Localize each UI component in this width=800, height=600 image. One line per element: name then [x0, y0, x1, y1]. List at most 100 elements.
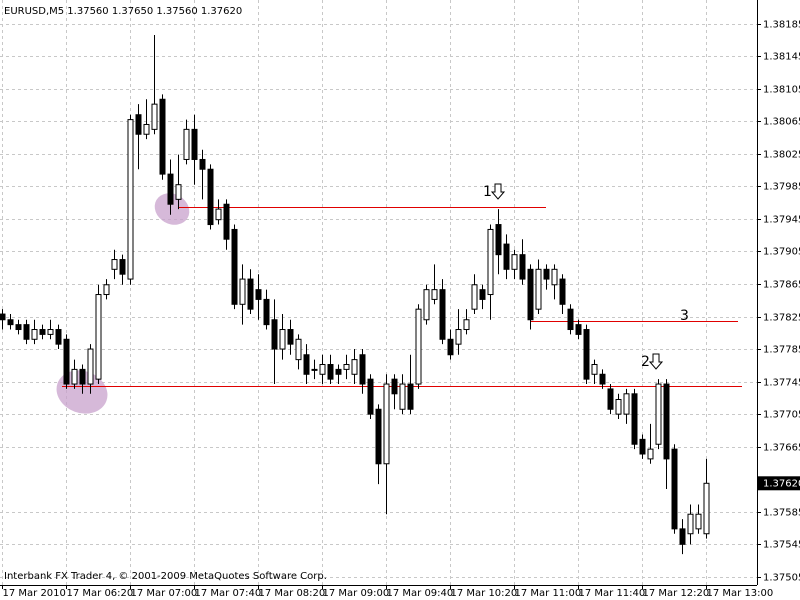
y-tick-label: 1.37785 [763, 345, 800, 356]
chart-title: EURUSD,M5 1.37560 1.37650 1.37560 1.3762… [4, 6, 242, 17]
candle-body [215, 208, 222, 221]
candle-body [23, 324, 30, 340]
candle-body [167, 173, 174, 205]
candle-body [191, 128, 198, 160]
candle-body [703, 482, 710, 535]
candle-body [279, 329, 286, 350]
candle-body [175, 184, 182, 200]
candle-body [463, 319, 470, 331]
candle-body [527, 268, 534, 321]
y-tick-label: 1.37985 [763, 182, 800, 193]
y-tick-label: 1.37545 [763, 540, 800, 551]
candle-body [207, 168, 214, 226]
candle-body [447, 338, 454, 356]
candle-body [135, 114, 142, 135]
candle-body [31, 329, 38, 340]
candle-body [423, 289, 430, 321]
candle-body [535, 268, 542, 310]
candle-body [223, 203, 230, 240]
y-tick-label: 1.37705 [763, 410, 800, 421]
x-tick-label: 17 Mar 13:00 [707, 588, 774, 599]
candle-body [383, 383, 390, 465]
candle-body [127, 119, 134, 280]
candle-body [343, 364, 350, 370]
candle-body [39, 329, 46, 335]
candle-body [695, 513, 702, 530]
candle-body [271, 319, 278, 350]
candle-body [671, 448, 678, 530]
candle-body [687, 513, 694, 535]
annotations: 1 2 3 [483, 183, 689, 370]
y-tick-label: 1.37905 [763, 247, 800, 258]
x-tick-label: 17 Mar 09:00 [323, 588, 390, 599]
candle-body [559, 278, 566, 305]
candle-body [375, 408, 382, 465]
candle-body [647, 448, 654, 460]
candle-body [415, 308, 422, 385]
highlight [154, 193, 190, 225]
candle-body [111, 259, 118, 270]
candle-body [79, 368, 86, 385]
annotation: 2 [641, 354, 650, 370]
candle-body [359, 354, 366, 385]
candle-body [487, 228, 494, 296]
candle-body [503, 243, 510, 270]
candle-body [71, 368, 78, 385]
candle-body [455, 329, 462, 345]
candle-body [583, 329, 590, 380]
candle-body [639, 438, 646, 455]
candle-body [143, 123, 150, 135]
candle-body [231, 228, 238, 305]
candle-body [367, 378, 374, 415]
x-tick-label: 17 Mar 11:40 [579, 588, 646, 599]
candle-body [303, 354, 310, 375]
candle-body [263, 298, 270, 326]
candle-body [255, 289, 262, 300]
candle-body [599, 373, 606, 385]
arrow [648, 353, 664, 370]
candle-body [607, 388, 614, 410]
y-tick-label: 1.38105 [763, 85, 800, 96]
candle-body [7, 319, 14, 326]
candle-body [615, 398, 622, 415]
y-tick-label: 1.38185 [763, 20, 800, 31]
candle-body [567, 308, 574, 331]
y-tick-label: 1.38065 [763, 117, 800, 128]
candle-body [47, 329, 54, 335]
candle-body [95, 294, 102, 380]
x-tick-label: 17 Mar 10:20 [451, 588, 518, 599]
annotation: 1 [483, 184, 492, 200]
x-tick-label: 17 Mar 07:00 [131, 588, 198, 599]
candle-body [623, 393, 630, 415]
candle-body [239, 278, 246, 305]
candle-body [399, 383, 406, 410]
x-tick-label: 17 Mar 08:20 [259, 588, 326, 599]
x-tick-label: 17 Mar 12:20 [643, 588, 710, 599]
candle-body [183, 128, 190, 160]
candle-body [471, 284, 478, 310]
candle-body [431, 289, 438, 300]
candle-body [199, 158, 206, 170]
candle-body [407, 383, 414, 410]
annotation: 3 [680, 308, 689, 324]
candle-body [247, 278, 254, 310]
candle-body [159, 98, 166, 175]
candle-body [439, 289, 446, 340]
y-tick-label: 1.37865 [763, 280, 800, 291]
candle-body [351, 359, 358, 375]
axis-labels: 1.38185 1.38145 1.38105 1.38065 1.38025 1.379… [2, 20, 800, 599]
candle-body [55, 329, 62, 345]
y-tick-label: 1.37665 [763, 443, 800, 454]
x-tick-label: 17 Mar 2010 [3, 588, 66, 599]
candle-body [327, 364, 334, 380]
candle-body [319, 364, 326, 375]
candle-body [551, 268, 558, 286]
y-tick-label: 1.37945 [763, 215, 800, 226]
candle-body [103, 284, 110, 296]
y-tick-label: 1.38025 [763, 150, 800, 161]
candle-body [295, 338, 302, 361]
candle-body [151, 103, 158, 130]
candle-body [679, 528, 686, 545]
candle-body [63, 338, 70, 385]
